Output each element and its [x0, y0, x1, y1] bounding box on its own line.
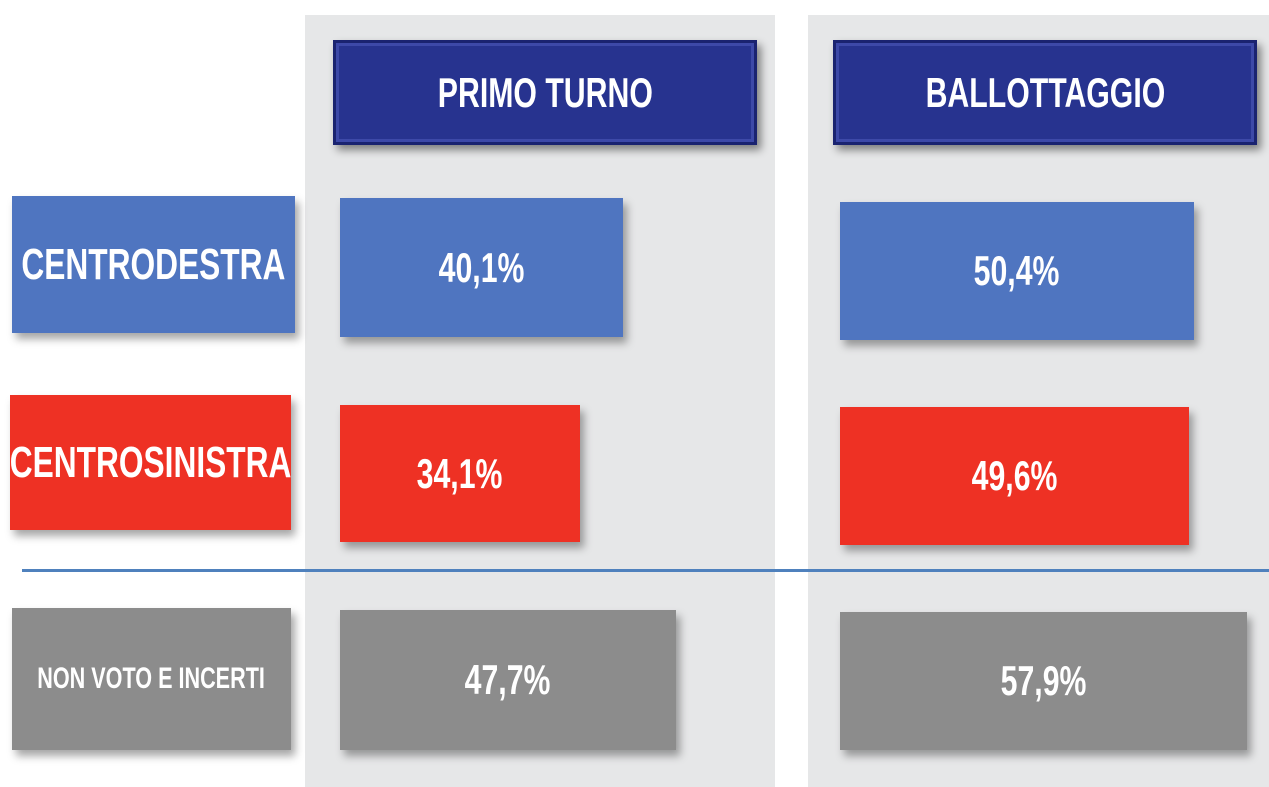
- column-header: PRIMO TURNO: [333, 40, 757, 145]
- value-cell: 49,6%: [840, 407, 1189, 545]
- column-header: BALLOTTAGGIO: [833, 40, 1257, 145]
- value-cell: 40,1%: [340, 198, 623, 337]
- value-text: 34,1%: [417, 449, 503, 497]
- value-text: 47,7%: [465, 656, 551, 703]
- value-text: 57,9%: [1000, 657, 1087, 704]
- row-label: CENTROSINISTRA: [10, 395, 291, 530]
- value-cell: 47,7%: [340, 610, 676, 750]
- row-label: CENTRODESTRA: [12, 196, 295, 333]
- row-label-text: CENTROSINISTRA: [10, 437, 291, 487]
- row-label: NON VOTO E INCERTI: [12, 608, 291, 750]
- divider-line: [22, 569, 1269, 572]
- column-header-text: BALLOTTAGGIO: [925, 68, 1165, 116]
- row-label-text: CENTRODESTRA: [21, 239, 286, 289]
- value-text: 50,4%: [974, 247, 1060, 294]
- value-cell: 57,9%: [840, 612, 1247, 750]
- row-label-text: NON VOTO E INCERTI: [37, 662, 266, 695]
- value-text: 49,6%: [971, 452, 1058, 499]
- value-cell: 34,1%: [340, 405, 580, 542]
- value-cell: 50,4%: [840, 202, 1194, 340]
- value-text: 40,1%: [438, 243, 525, 291]
- column-header-text: PRIMO TURNO: [437, 68, 653, 116]
